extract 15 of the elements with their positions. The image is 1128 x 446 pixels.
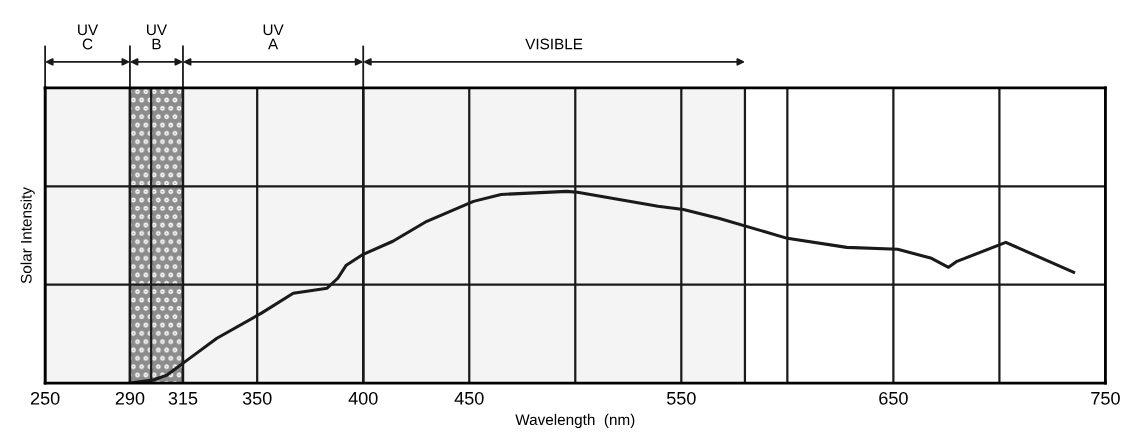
band-label: UV C: [78, 24, 99, 50]
band-label: VISIBLE: [525, 38, 583, 50]
x-tick-label: 400: [348, 391, 378, 405]
x-tick-label: 290: [115, 391, 145, 405]
x-tick-label: 350: [242, 391, 272, 405]
x-axis-title: Wavelength (nm): [515, 413, 635, 429]
y-axis-title: Solar Intensity: [20, 187, 35, 284]
x-tick-label: 650: [879, 391, 908, 405]
x-tick-label: 550: [666, 391, 696, 405]
x-tick-label: 315: [168, 391, 198, 405]
x-tick-label: 450: [454, 391, 484, 405]
band-label: UV B: [147, 24, 167, 50]
x-tick-label: 250: [30, 391, 60, 405]
band-label: UV A: [263, 24, 284, 50]
x-tick-label: 750: [1091, 391, 1120, 405]
